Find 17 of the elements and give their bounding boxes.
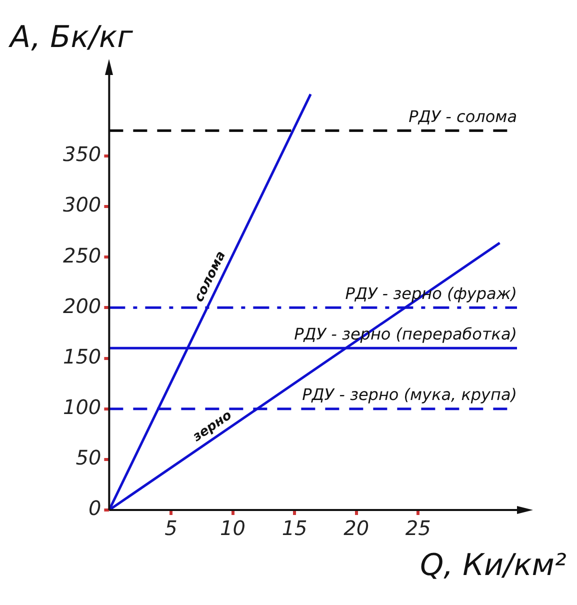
y-tick-label: 200	[62, 294, 102, 318]
y-tick-label: 150	[62, 344, 102, 368]
y-tick-label: 50	[76, 446, 102, 470]
y-tick-label: 100	[62, 395, 102, 420]
x-tick-label: 15	[282, 516, 308, 540]
ref-line-label: РДУ - солома	[408, 106, 517, 126]
ref-line-label: РДУ - зерно (мука, крупа)	[302, 384, 517, 404]
x-tick-label: 5	[164, 516, 178, 540]
y-tick-label: 250	[62, 243, 102, 268]
x-tick-label: 20	[344, 516, 370, 540]
x-tick-label: 10	[220, 516, 246, 540]
x-axis-title: Q, Ки/км²	[420, 548, 566, 583]
y-axis-title: A, Бк/кг	[10, 20, 133, 55]
y-tick-label: 0	[88, 496, 102, 520]
y-tick-label: 350	[62, 142, 102, 166]
y-tick-label: 300	[62, 192, 102, 217]
x-tick-label: 25	[405, 516, 431, 540]
